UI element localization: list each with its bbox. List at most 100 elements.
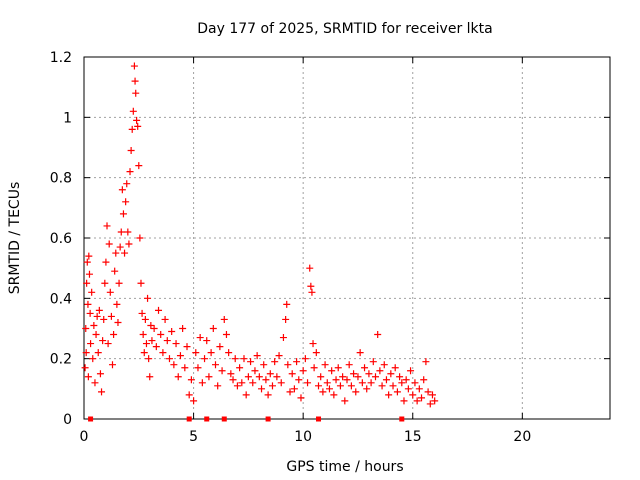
x-tick-label: 10 [294, 429, 312, 445]
data-point [159, 349, 167, 357]
x-axis-title: GPS time / hours [286, 459, 403, 475]
data-point [117, 228, 125, 236]
data-point [122, 198, 130, 206]
baseline-marker [204, 416, 210, 422]
data-point [131, 77, 139, 85]
data-point [321, 361, 329, 369]
data-point [100, 315, 108, 323]
data-point [85, 252, 93, 260]
data-point [216, 343, 224, 351]
data-point [201, 355, 209, 363]
data-point [138, 309, 146, 317]
y-tick-label: 0 [63, 412, 72, 428]
data-point [307, 282, 315, 290]
data-point [83, 279, 91, 287]
data-point [95, 306, 103, 314]
data-point [343, 376, 351, 384]
data-point [247, 358, 255, 366]
y-axis-title: SRMTID / TECUs [7, 182, 23, 295]
data-point [415, 385, 423, 393]
data-point [251, 367, 259, 375]
data-point [271, 358, 279, 366]
data-point [328, 367, 336, 375]
data-point [91, 379, 99, 387]
data-point [295, 376, 303, 384]
data-point [121, 249, 129, 257]
data-point [268, 382, 276, 390]
x-tick-label: 15 [404, 429, 422, 445]
data-point [242, 391, 250, 399]
data-point [255, 373, 263, 381]
data-point [371, 373, 379, 381]
data-point [101, 279, 109, 287]
data-point [358, 379, 366, 387]
y-tick-label: 0.4 [50, 291, 72, 307]
data-point [273, 373, 281, 381]
data-point [308, 288, 316, 296]
data-point [380, 361, 388, 369]
data-point [407, 367, 415, 375]
x-tick-label: 5 [189, 429, 198, 445]
data-point [104, 340, 112, 348]
data-point [142, 340, 150, 348]
data-point [297, 394, 305, 402]
data-point [315, 382, 323, 390]
data-point [275, 352, 283, 360]
data-point [132, 89, 140, 97]
data-point [334, 364, 342, 372]
data-point [428, 391, 436, 399]
data-point [317, 373, 325, 381]
data-point [389, 382, 397, 390]
baseline-markers [88, 416, 405, 422]
data-point [260, 361, 268, 369]
data-point [110, 331, 118, 339]
data-point [225, 349, 233, 357]
data-point [139, 331, 147, 339]
data-point [369, 358, 377, 366]
data-point [385, 391, 393, 399]
data-point [98, 388, 106, 396]
data-point [367, 379, 375, 387]
data-point [262, 376, 270, 384]
data-point [185, 391, 193, 399]
data-point [192, 349, 200, 357]
y-tick-label: 0.6 [50, 231, 72, 247]
data-point [207, 349, 215, 357]
data-point [161, 315, 169, 323]
data-point [286, 388, 294, 396]
baseline-marker [316, 416, 322, 422]
data-point [99, 337, 107, 345]
data-point [400, 397, 408, 405]
data-point [404, 385, 412, 393]
data-point [396, 373, 404, 381]
axis-ticks: 0 5 10 15 20 0 0.2 0.4 0.6 0.8 1 1.2 [50, 50, 610, 445]
data-point [209, 325, 217, 332]
data-point [378, 382, 386, 390]
data-point [137, 279, 145, 287]
data-point [266, 370, 274, 378]
data-point [222, 331, 230, 339]
data-point [203, 337, 211, 345]
data-point [413, 397, 421, 405]
data-point [165, 355, 173, 363]
baseline-marker [221, 416, 227, 422]
data-point [116, 243, 124, 251]
data-point [393, 388, 401, 396]
data-point [140, 349, 148, 357]
data-point [128, 125, 136, 133]
y-tick-label: 0.2 [50, 352, 72, 368]
data-point [170, 361, 178, 369]
data-point [352, 388, 360, 396]
data-point [125, 240, 133, 248]
data-point [89, 355, 97, 363]
data-point [426, 400, 434, 408]
data-point [418, 394, 426, 402]
data-point [198, 379, 206, 387]
data-point [179, 325, 187, 332]
data-point [124, 228, 132, 236]
data-point [283, 300, 291, 308]
data-point [236, 364, 244, 372]
data-point [83, 258, 91, 266]
data-point [205, 373, 213, 381]
data-point [325, 385, 333, 393]
